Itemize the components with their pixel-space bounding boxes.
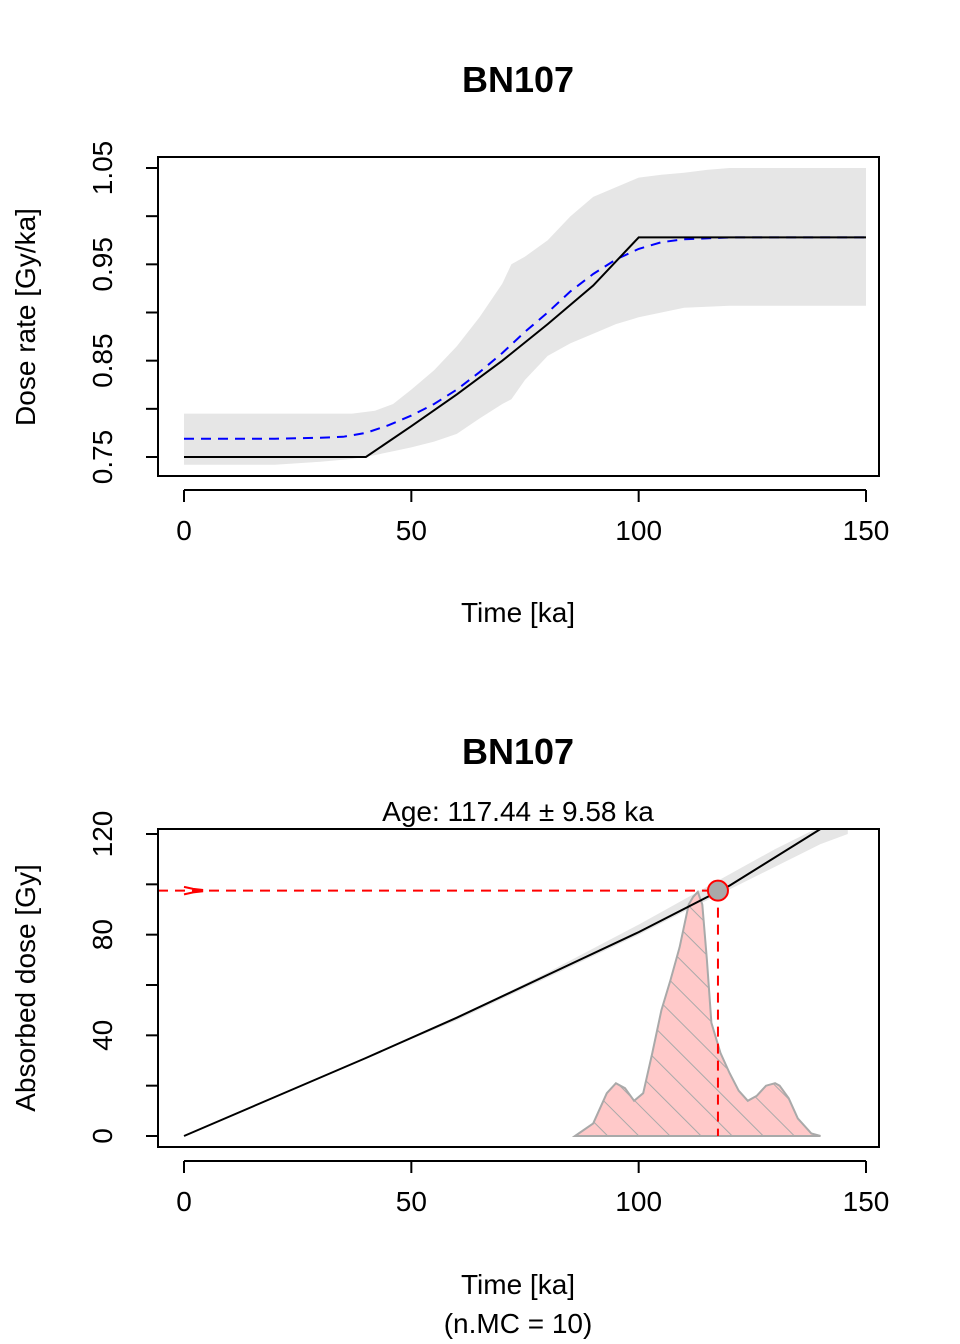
y-tick-label-2: 40	[87, 1020, 118, 1051]
equivalent-dose-density	[183, 885, 204, 896]
y-tick-label-6: 1.05	[87, 141, 118, 196]
panel-2-x-axis-sublabel: (n.MC = 10)	[444, 1308, 593, 1339]
panel-1-x-axis-label: Time [ka]	[461, 597, 575, 628]
age-density-outline	[571, 890, 821, 1137]
absorbed-dose-layers	[157, 829, 848, 1147]
panel-1-y-axis-label: Dose rate [Gy/ka]	[10, 208, 41, 426]
x-tick-label-3: 150	[843, 1186, 890, 1217]
x-tick-label-3: 150	[843, 515, 890, 546]
x-tick-label-0: 0	[176, 515, 192, 546]
panel-1-x-axis: 0 50 100 150	[176, 489, 890, 546]
y-tick-label-2: 0.85	[87, 333, 118, 388]
panel-2-x-axis: 0 50 100 150	[176, 1160, 890, 1217]
absorbed-dose-panel: BN107 Age: 117.44 ± 9.58 ka 0 50 100 150 0 4…	[10, 731, 889, 1339]
panel-2-x-axis-label: Time [ka]	[461, 1269, 575, 1300]
y-tick-label-0: 0	[87, 1128, 118, 1144]
age-point	[706, 879, 729, 902]
panel-2-y-axis-label: Absorbed dose [Gy]	[10, 864, 41, 1111]
panel-2-age-subtitle: Age: 117.44 ± 9.58 ka	[382, 796, 654, 827]
dose-rate-panel: BN107 0 50 100 150 0.75 0.85 0.95 1.05 Time [k…	[10, 59, 889, 628]
x-tick-label-1: 50	[396, 515, 427, 546]
x-tick-label-0: 0	[176, 1186, 192, 1217]
dose-rate-lines-layer	[184, 236, 866, 458]
panel-2-y-axis: 0 40 80 120	[87, 811, 159, 1144]
x-tick-label-2: 100	[615, 1186, 662, 1217]
y-tick-label-0: 0.75	[87, 430, 118, 485]
absorbed-dose-uncertainty-band	[274, 829, 848, 1096]
dose-rate-mean-line	[184, 236, 866, 440]
y-tick-label-4: 0.95	[87, 237, 118, 292]
dose-rate-model-line	[184, 236, 866, 458]
panel-2-clipped-layer	[183, 829, 848, 1137]
panel-1-y-axis: 0.75 0.85 0.95 1.05	[87, 141, 159, 485]
y-tick-label-6: 120	[87, 811, 118, 858]
panel-1-title: BN107	[462, 59, 574, 100]
dose-rate-uncertainty-band	[184, 168, 866, 465]
x-tick-label-1: 50	[396, 1186, 427, 1217]
x-tick-label-2: 100	[615, 515, 662, 546]
dose-rate-band-layer	[184, 168, 866, 465]
y-tick-label-4: 80	[87, 919, 118, 950]
panel-2-title: BN107	[462, 731, 574, 772]
